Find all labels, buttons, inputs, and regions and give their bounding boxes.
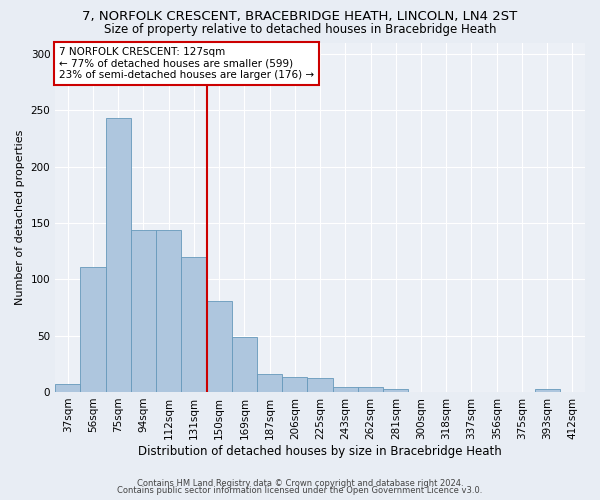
- Bar: [131, 230, 156, 392]
- Bar: [80, 267, 106, 392]
- Bar: [257, 374, 282, 392]
- Bar: [282, 378, 307, 392]
- Text: Contains HM Land Registry data © Crown copyright and database right 2024.: Contains HM Land Registry data © Crown c…: [137, 478, 463, 488]
- Text: Size of property relative to detached houses in Bracebridge Heath: Size of property relative to detached ho…: [104, 22, 496, 36]
- Bar: [206, 300, 232, 392]
- Bar: [232, 336, 257, 392]
- Bar: [106, 118, 131, 392]
- Bar: [535, 388, 560, 392]
- Bar: [156, 230, 181, 392]
- Bar: [307, 378, 332, 392]
- Bar: [332, 388, 358, 392]
- Text: Contains public sector information licensed under the Open Government Licence v3: Contains public sector information licen…: [118, 486, 482, 495]
- Text: 7 NORFOLK CRESCENT: 127sqm
← 77% of detached houses are smaller (599)
23% of sem: 7 NORFOLK CRESCENT: 127sqm ← 77% of deta…: [59, 47, 314, 80]
- Text: 7, NORFOLK CRESCENT, BRACEBRIDGE HEATH, LINCOLN, LN4 2ST: 7, NORFOLK CRESCENT, BRACEBRIDGE HEATH, …: [82, 10, 518, 23]
- Bar: [181, 256, 206, 392]
- X-axis label: Distribution of detached houses by size in Bracebridge Heath: Distribution of detached houses by size …: [138, 444, 502, 458]
- Y-axis label: Number of detached properties: Number of detached properties: [15, 130, 25, 305]
- Bar: [358, 388, 383, 392]
- Bar: [55, 384, 80, 392]
- Bar: [383, 388, 409, 392]
